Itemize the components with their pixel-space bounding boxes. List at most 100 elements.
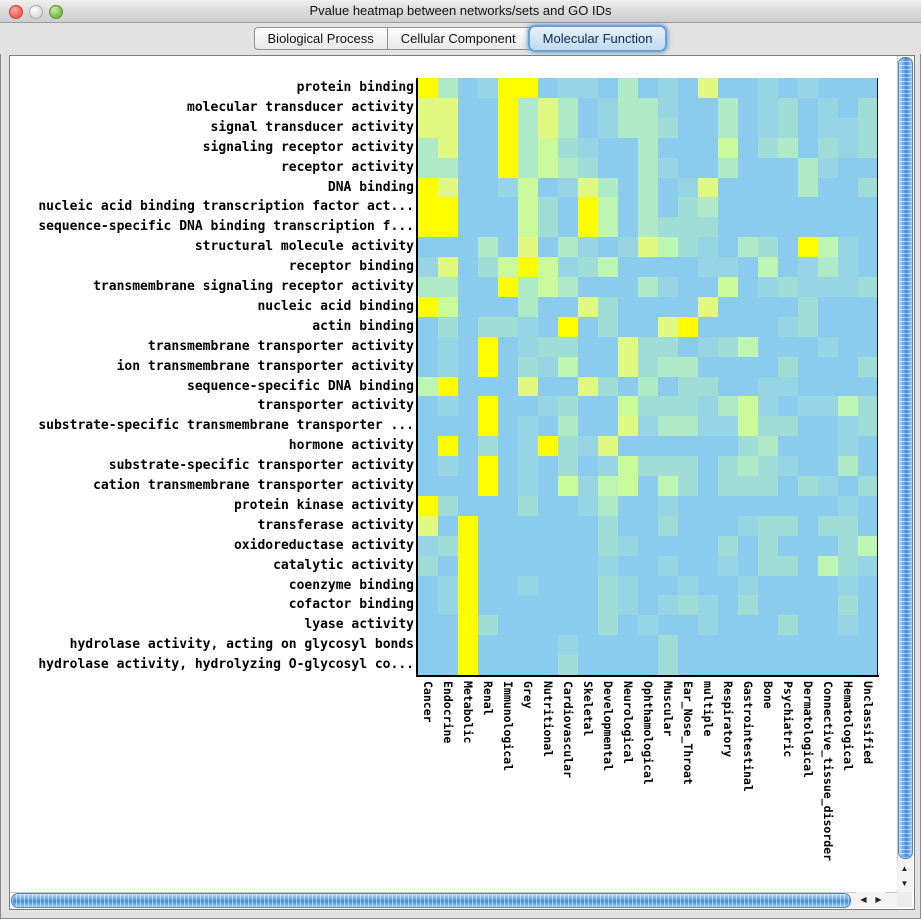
heatmap-cell-r25-c7 (538, 555, 558, 577)
heatmap-cell-r22-c1 (418, 495, 438, 517)
heatmap-cell-r5-c11 (618, 157, 638, 179)
heatmap-cell-r5-c5 (498, 157, 518, 179)
vertical-scrollbar-thumb[interactable] (898, 57, 913, 859)
heatmap-cell-r3-c18 (758, 117, 778, 139)
heatmap-cell-r12-c7 (538, 296, 558, 318)
heatmap-cell-r4-c8 (558, 137, 578, 159)
heatmap-cell-r20-c12 (638, 456, 658, 477)
heatmap-cell-r21-c18 (758, 476, 778, 497)
heatmap-cell-r11-c20 (798, 277, 818, 298)
heatmap-cell-r28-c3 (458, 615, 478, 636)
heatmap-cell-r12-c17 (738, 296, 758, 318)
heatmap-cell-r23-c12 (638, 515, 658, 537)
heatmap-cell-r12-c15 (698, 296, 718, 318)
heatmap-cell-r2-c20 (798, 97, 818, 119)
heatmap-cell-r23-c11 (618, 515, 638, 537)
heatmap-cell-r25-c1 (418, 555, 438, 577)
heatmap-cell-r18-c6 (518, 416, 538, 437)
heatmap-cell-r17-c10 (598, 396, 618, 417)
heatmap-cell-r27-c12 (638, 595, 658, 616)
heatmap-cell-r22-c15 (698, 495, 718, 517)
zoom-button-icon[interactable] (49, 5, 63, 19)
heatmap-cell-r18-c13 (658, 416, 678, 437)
row-label: catalytic activity (273, 557, 414, 573)
heatmap-cell-r30-c23 (858, 655, 878, 676)
heatmap-cell-r17-c18 (758, 396, 778, 417)
heatmap-cell-r13-c21 (818, 316, 838, 338)
scroll-right-arrow-icon[interactable]: ▶ (871, 892, 886, 907)
heatmap-cell-r3-c22 (838, 117, 858, 139)
heatmap-cell-r25-c9 (578, 555, 598, 577)
heatmap-cell-r15-c5 (498, 356, 518, 378)
heatmap-cell-r27-c14 (678, 595, 698, 616)
heatmap-cell-r17-c8 (558, 396, 578, 417)
heatmap-cell-r13-c16 (718, 316, 738, 338)
heatmap-cell-r19-c16 (718, 436, 738, 457)
heatmap-cell-r20-c3 (458, 456, 478, 477)
heatmap-cell-r26-c19 (778, 575, 798, 596)
heatmap-cell-r9-c19 (778, 237, 798, 258)
heatmap-cell-r19-c14 (678, 436, 698, 457)
heatmap-cell-r18-c14 (678, 416, 698, 437)
heatmap-cell-r12-c8 (558, 296, 578, 318)
scroll-down-arrow-icon[interactable]: ▼ (897, 876, 912, 891)
heatmap-cell-r26-c15 (698, 575, 718, 596)
heatmap-cell-r25-c8 (558, 555, 578, 577)
heatmap-cell-r30-c13 (658, 655, 678, 676)
heatmap-cell-r1-c16 (718, 78, 738, 99)
heatmap-cell-r20-c22 (838, 456, 858, 477)
heatmap-cell-r4-c17 (738, 137, 758, 159)
heatmap-cell-r29-c15 (698, 635, 718, 656)
heatmap-cell-r19-c13 (658, 436, 678, 457)
heatmap-cell-r25-c11 (618, 555, 638, 577)
minimize-button-icon[interactable] (29, 5, 43, 19)
title-bar[interactable]: Pvalue heatmap between networks/sets and… (0, 0, 921, 23)
heatmap-cell-r14-c5 (498, 336, 518, 358)
heatmap-cell-r23-c16 (718, 515, 738, 537)
close-button-icon[interactable] (9, 5, 23, 19)
heatmap-cell-r21-c23 (858, 476, 878, 497)
row-label: actin binding (312, 318, 414, 334)
heatmap-cell-r8-c9 (578, 217, 598, 238)
heatmap-cell-r17-c11 (618, 396, 638, 417)
heatmap-cell-r10-c14 (678, 257, 698, 278)
heatmap-cell-r16-c17 (738, 376, 758, 397)
heatmap-cell-r10-c5 (498, 257, 518, 278)
heatmap-cell-r13-c15 (698, 316, 718, 338)
column-label: Cancer (421, 681, 435, 723)
heatmap-cell-r9-c16 (718, 237, 738, 258)
heatmap-cell-r22-c21 (818, 495, 838, 517)
tab-biological-process[interactable]: Biological Process (253, 27, 388, 50)
horizontal-scrollbar-thumb[interactable] (11, 893, 851, 908)
heatmap-cell-r20-c1 (418, 456, 438, 477)
heatmap-cell-r19-c12 (638, 436, 658, 457)
heatmap-cell-r19-c18 (758, 436, 778, 457)
heatmap-cell-r23-c19 (778, 515, 798, 537)
heatmap-cell-r27-c15 (698, 595, 718, 616)
heatmap-cell-r16-c8 (558, 376, 578, 397)
heatmap-cell-r10-c2 (438, 257, 458, 278)
tab-cellular-component[interactable]: Cellular Component (387, 27, 530, 50)
scroll-left-arrow-icon[interactable]: ◀ (856, 892, 871, 907)
heatmap-cell-r19-c5 (498, 436, 518, 457)
heatmap-cell-r12-c4 (478, 296, 498, 318)
scroll-up-arrow-icon[interactable]: ▲ (897, 861, 912, 876)
heatmap-cell-r14-c22 (838, 336, 858, 358)
heatmap-cell-r22-c17 (738, 495, 758, 517)
heatmap-cell-r17-c12 (638, 396, 658, 417)
column-label: Bone (761, 681, 775, 709)
heatmap-cell-r2-c9 (578, 97, 598, 119)
heatmap-cell-r14-c17 (738, 336, 758, 358)
heatmap-cell-r26-c3 (458, 575, 478, 596)
tab-molecular-function[interactable]: Molecular Function (527, 25, 668, 52)
heatmap-cell-r20-c11 (618, 456, 638, 477)
heatmap-cell-r22-c2 (438, 495, 458, 517)
heatmap-cell-r1-c14 (678, 78, 698, 99)
heatmap-cell-r14-c8 (558, 336, 578, 358)
heatmap-cell-r16-c18 (758, 376, 778, 397)
heatmap-cell-r7-c2 (438, 197, 458, 218)
heatmap-cell-r11-c15 (698, 277, 718, 298)
heatmap-cell-r9-c6 (518, 237, 538, 258)
heatmap-cell-r19-c15 (698, 436, 718, 457)
row-label: transmembrane transporter activity (147, 338, 414, 354)
